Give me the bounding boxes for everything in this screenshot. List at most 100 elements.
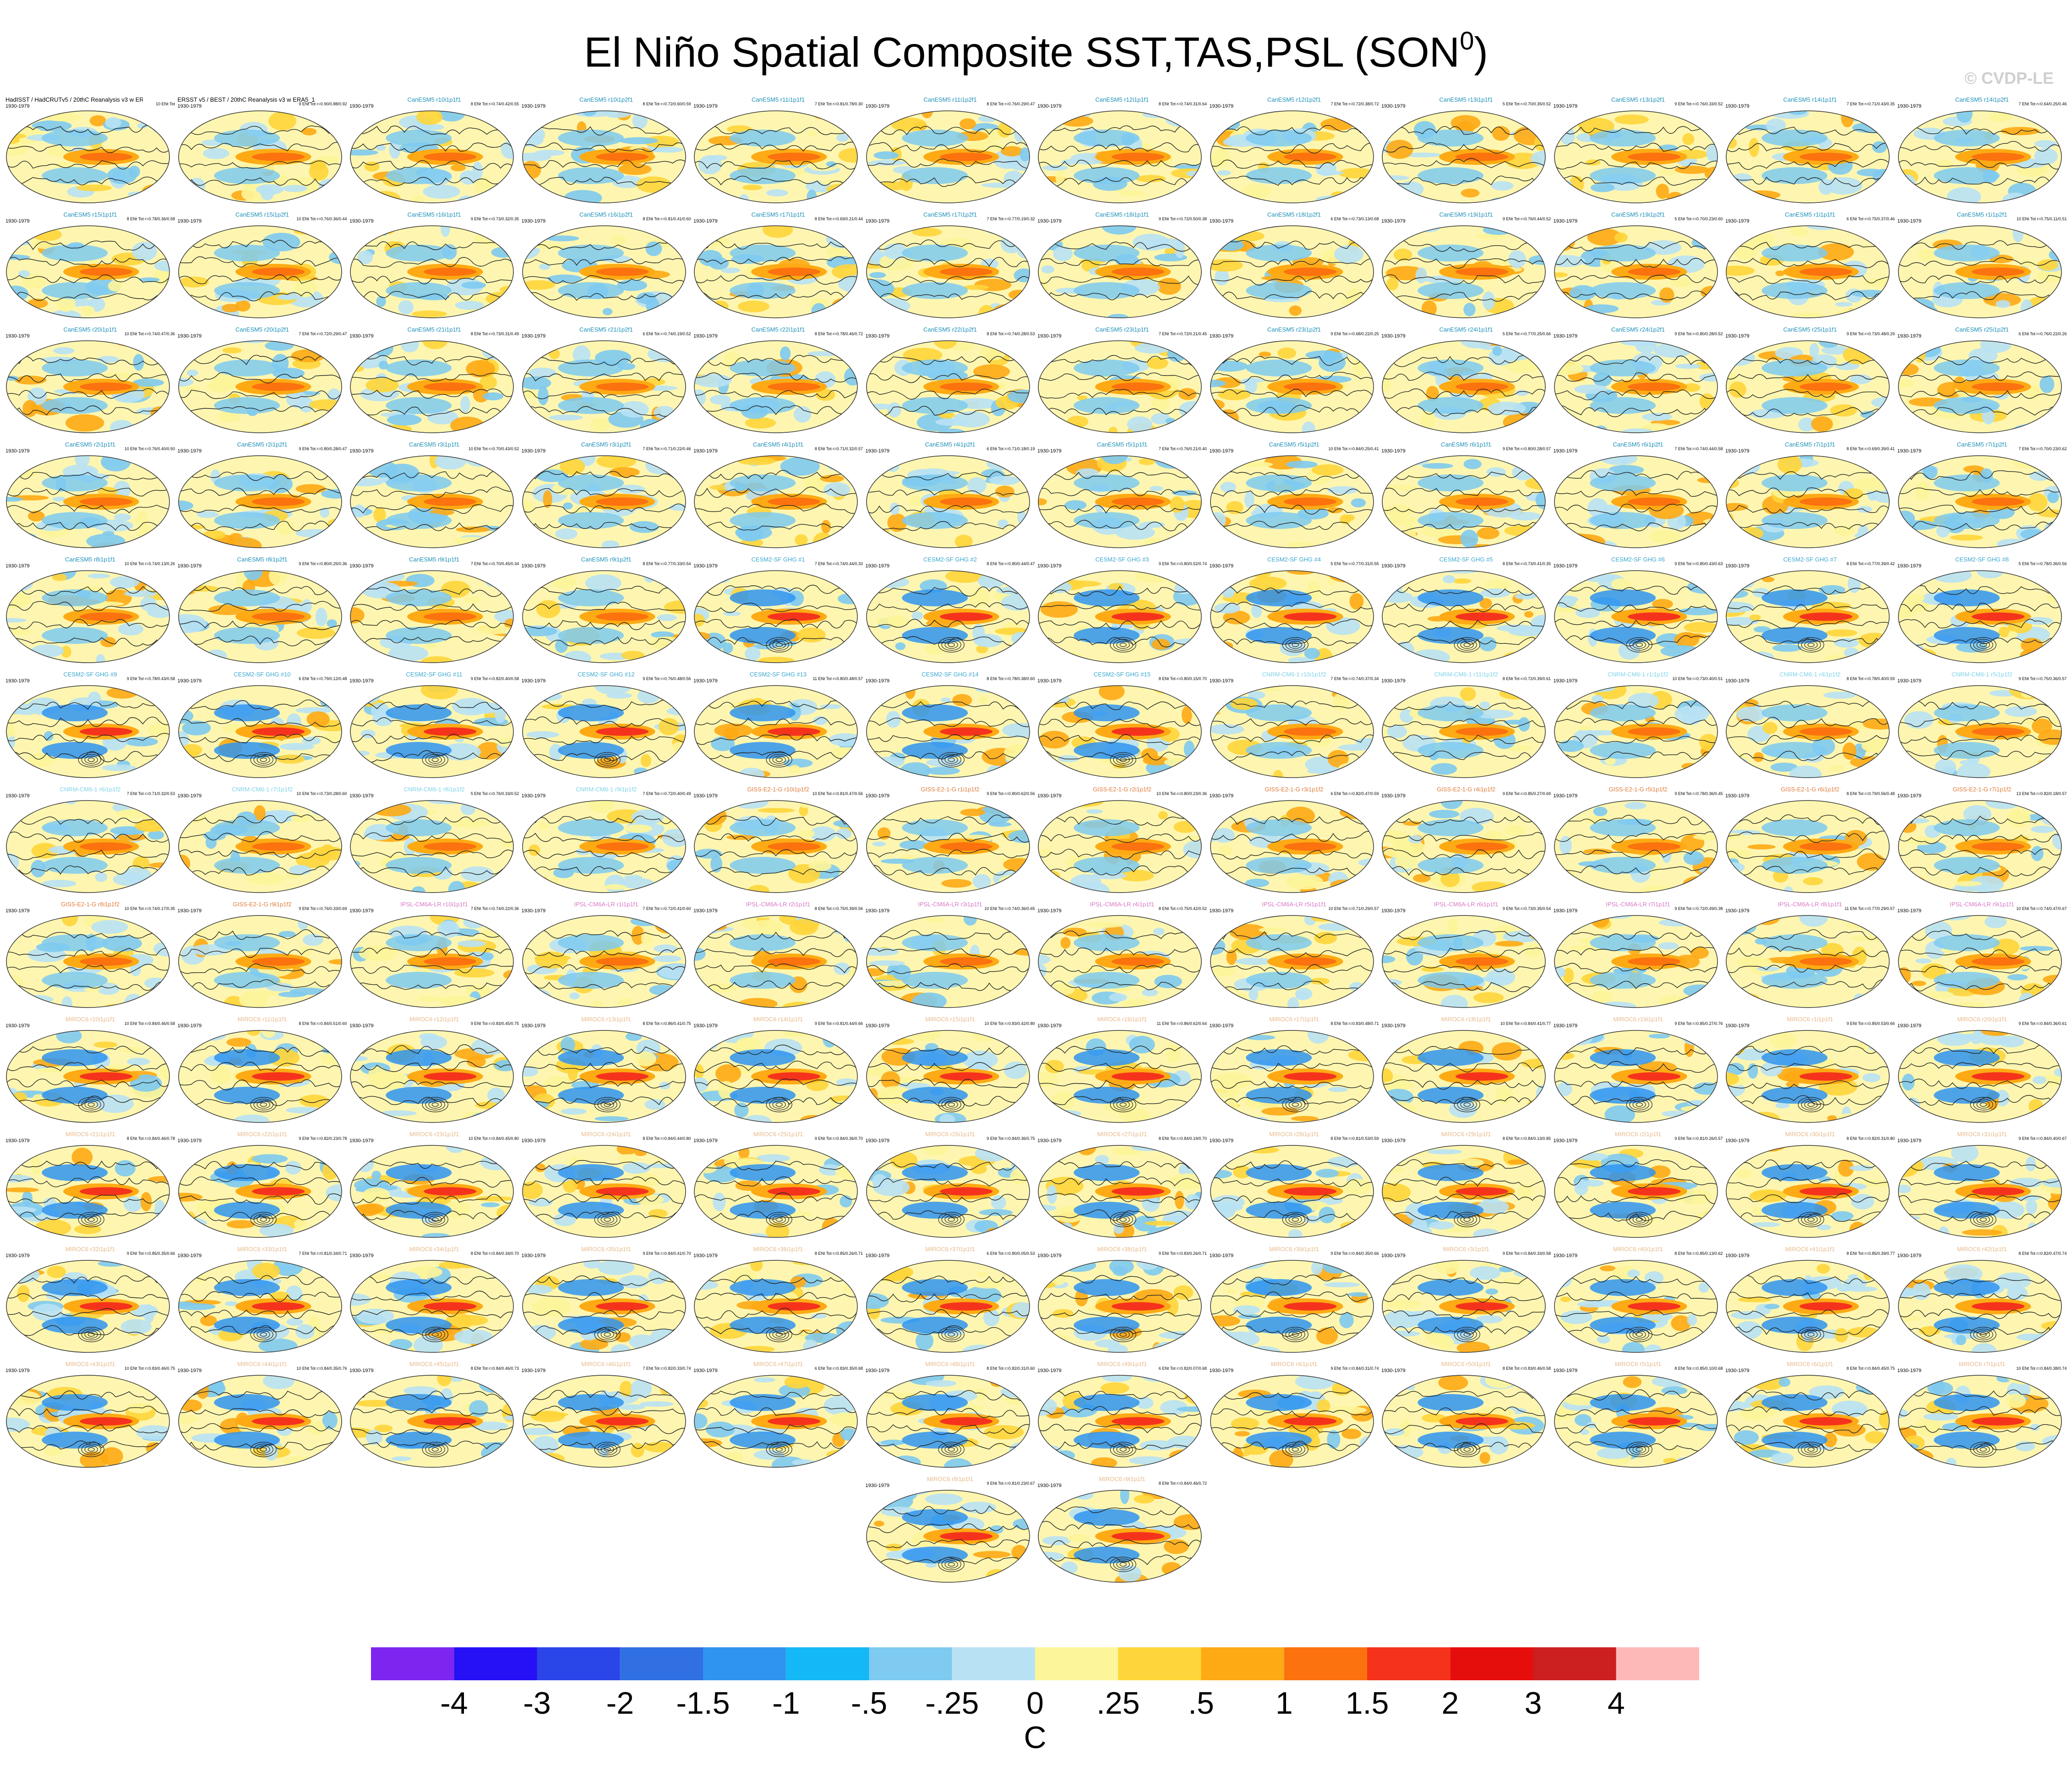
panel-period: 1930-1979 xyxy=(1553,218,1578,224)
map-panel: CanESM5 r25i1p2f1 1930-1979 6 ENt Tot r=0.… xyxy=(1898,326,2068,438)
map-panel: CanESM5 r21i1p2f1 1930-1979 6 ENt Tot r=0.… xyxy=(522,326,692,438)
global-composite-map xyxy=(1726,800,1890,893)
map-panel: MIROC6 r10i1p1f1 1930-1979 10 ENt Tot r=0.… xyxy=(5,1016,176,1128)
panel-period: 1930-1979 xyxy=(177,1138,202,1144)
panel-stats: 8 ENt Tot r=0.72/0.60/0.59 xyxy=(643,102,691,106)
panel-stats: 10 ENt Tot r=0.74/0.47/0.36 xyxy=(124,332,175,336)
global-composite-map xyxy=(522,685,686,778)
global-composite-map xyxy=(1038,1375,1202,1468)
colorbar-tick-label: -.5 xyxy=(851,1686,888,1721)
panel-period: 1930-1979 xyxy=(1037,1368,1062,1373)
panel-title: GISS-E2-1-G r3i1p1f2 xyxy=(1265,786,1324,793)
panel-period: 1930-1979 xyxy=(1209,793,1234,799)
global-composite-map xyxy=(1382,455,1546,548)
map-panel: CanESM5 r7i1p1f1 1930-1979 8 ENt Tot r=0.6… xyxy=(1725,441,1896,553)
map-panel: MIROC6 r29i1p1f1 1930-1979 8 ENt Tot r=0.8… xyxy=(1381,1131,1552,1243)
map-panel: MIROC6 r4i1p1f1 1930-1979 9 ENt Tot r=0.84… xyxy=(1210,1361,1380,1473)
panel-stats: 8 ENt Tot r=0.84/0.46/0.73 xyxy=(470,1366,519,1371)
map-panel: CanESM5 r16i1p1f1 1930-1979 9 ENt Tot r=0.… xyxy=(349,211,520,323)
panel-period: 1930-1979 xyxy=(1725,1023,1750,1029)
global-composite-map xyxy=(1210,1260,1374,1353)
panel-title: CNRM-CM6-1 r6i1p1f2 xyxy=(60,786,121,793)
map-panel: IPSL-CM6A-LR r9i1p1f1 1930-1979 10 ENt Tot… xyxy=(1898,901,2068,1013)
panel-stats: 9 ENt Tot r=0.85/0.27/0.76 xyxy=(1674,1021,1723,1026)
global-composite-map xyxy=(1554,800,1718,893)
colorbar-swatch xyxy=(1284,1647,1367,1680)
map-panel: MIROC6 r12i1p1f1 1930-1979 9 ENt Tot r=0.8… xyxy=(349,1016,520,1128)
map-panel: MIROC6 r23i1p1f1 1930-1979 10 ENt Tot r=0.… xyxy=(349,1131,520,1243)
panel-title: GISS-E2-1-G r9i1p1f2 xyxy=(233,901,292,908)
map-panel: MIROC6 r27i1p1f1 1930-1979 8 ENt Tot r=0.8… xyxy=(1037,1131,1208,1243)
panel-stats: 9 ENt Tot r=0.83/0.45/0.75 xyxy=(470,1021,519,1026)
panel-title: IPSL-CM6A-LR r9i1p1f1 xyxy=(1950,901,2014,908)
map-panel: CanESM5 r24i1p2f1 1930-1979 9 ENt Tot r=0.… xyxy=(1554,326,1724,438)
panel-stats: 9 ENt Tot r=0.76/0.33/0.69 xyxy=(299,906,347,911)
panel-stats: 10 ENt Tot r=0.71/0.29/0.57 xyxy=(1328,906,1379,911)
panel-stats: 8 ENt Tot r=0.84/0.34/0.70 xyxy=(470,1251,519,1256)
global-composite-map xyxy=(1898,225,2062,318)
global-composite-map xyxy=(694,685,858,778)
global-composite-map xyxy=(1554,110,1718,203)
panel-title: CanESM5 r2i1p2f1 xyxy=(237,441,288,448)
global-composite-map xyxy=(1554,455,1718,548)
global-composite-map xyxy=(1554,1260,1718,1353)
panel-stats: 9 ENt Tot r=0.81/0.23/0.67 xyxy=(987,1481,1035,1486)
panel-title: CanESM5 r11i1p1f1 xyxy=(751,96,805,103)
panel-stats: 10 ENt Tot r=0.81/0.47/0.56 xyxy=(812,791,863,796)
map-panel: CanESM5 r16i1p2f1 1930-1979 8 ENt Tot r=0.… xyxy=(522,211,692,323)
panel-title: CanESM5 r25i1p1f1 xyxy=(1783,326,1837,333)
panel-title: CESM2-SF GHG #12 xyxy=(578,671,635,678)
panel-title: MIROC6 r4i1p1f1 xyxy=(1270,1361,1318,1367)
map-panel: CanESM5 r19i1p1f1 1930-1979 9 ENt Tot r=0.… xyxy=(1381,211,1552,323)
global-composite-map xyxy=(1898,685,2062,778)
global-composite-map xyxy=(1726,110,1890,203)
panel-period: 1930-1979 xyxy=(5,218,30,224)
global-composite-map xyxy=(1726,1030,1890,1123)
panel-title: MIROC6 r31i1p1f1 xyxy=(1957,1131,2007,1138)
panel-period: 1930-1979 xyxy=(1553,104,1578,109)
panel-period: 1930-1979 xyxy=(1381,678,1406,684)
panel-stats: 6 ENt Tot r=0.76/0.22/0.26 xyxy=(2018,332,2067,336)
panel-period: 1930-1979 xyxy=(1897,563,1922,569)
global-composite-map xyxy=(178,1375,342,1468)
panel-stats: 9 ENt Tot r=0.85/0.27/0.69 xyxy=(1502,791,1551,796)
map-panel: CanESM5 r22i1p2f1 1930-1979 8 ENt Tot r=0.… xyxy=(866,326,1036,438)
panel-title: CanESM5 r5i1p2f1 xyxy=(1269,441,1320,448)
panel-stats: 9 ENt Tot r=0.84/0.40/0.67 xyxy=(2018,1136,2067,1141)
global-composite-map xyxy=(866,685,1030,778)
panel-title: MIROC6 r41i1p1f1 xyxy=(1785,1246,1835,1253)
panel-period: 1930-1979 xyxy=(521,1368,546,1373)
panel-title: MIROC6 r8i1p1f1 xyxy=(927,1476,974,1482)
panel-period: 1930-1979 xyxy=(5,563,30,569)
global-composite-map xyxy=(866,1260,1030,1353)
panel-title: CanESM5 r17i1p1f1 xyxy=(751,211,805,218)
panel-period: 1930-1979 xyxy=(865,333,890,339)
panel-title: CNRM-CM6-1 r5i1p1f2 xyxy=(1952,671,2012,678)
colorbar-unit: C xyxy=(1024,1720,1047,1755)
panel-stats: 9 ENt Tot r=0.72/0.49/0.38 xyxy=(1674,906,1723,911)
panel-stats: 6 ENt Tot r=0.71/0.18/0.19 xyxy=(987,447,1035,451)
panel-title: MIROC6 r37i1p1f1 xyxy=(925,1246,975,1253)
map-panel: CanESM5 r2i1p1f1 1930-1979 10 ENt Tot r=0.… xyxy=(5,441,176,553)
map-panel: CNRM-CM6-1 r8i1p1f2 1930-1979 5 ENt Tot r=… xyxy=(349,786,520,898)
panel-title: CanESM5 r5i1p1f1 xyxy=(1097,441,1147,448)
map-panel: CanESM5 r3i1p1f1 1930-1979 10 ENt Tot r=0.… xyxy=(349,441,520,553)
map-panel: MIROC6 r40i1p1f1 1930-1979 8 ENt Tot r=0.8… xyxy=(1554,1246,1724,1358)
global-composite-map xyxy=(522,1145,686,1238)
panel-title: CanESM5 r15i1p2f1 xyxy=(235,211,289,218)
panel-title: CanESM5 r10i1p2f1 xyxy=(579,96,633,103)
global-composite-map xyxy=(694,1260,858,1353)
map-panel: MIROC6 r7i1p1f1 1930-1979 10 ENt Tot r=0.8… xyxy=(1898,1361,2068,1473)
panel-period: 1930-1979 xyxy=(1381,1253,1406,1258)
panel-title: MIROC6 r35i1p1f1 xyxy=(581,1246,631,1253)
panel-period: 1930-1979 xyxy=(865,1483,890,1488)
map-panel: MIROC6 r18i1p1f1 1930-1979 10 ENt Tot r=0.… xyxy=(1381,1016,1552,1128)
global-composite-map xyxy=(178,340,342,433)
global-composite-map xyxy=(1554,340,1718,433)
map-panel: IPSL-CM6A-LR r5i1p1f1 1930-1979 10 ENt Tot… xyxy=(1210,901,1380,1013)
global-composite-map xyxy=(1726,1260,1890,1353)
global-composite-map xyxy=(350,685,514,778)
panel-title: CNRM-CM6-1 r1i1p1f2 xyxy=(1608,671,1669,678)
panel-period: 1930-1979 xyxy=(1725,908,1750,914)
map-panel: MIROC6 r42i1p1f1 1930-1979 8 ENt Tot r=0.8… xyxy=(1898,1246,2068,1358)
